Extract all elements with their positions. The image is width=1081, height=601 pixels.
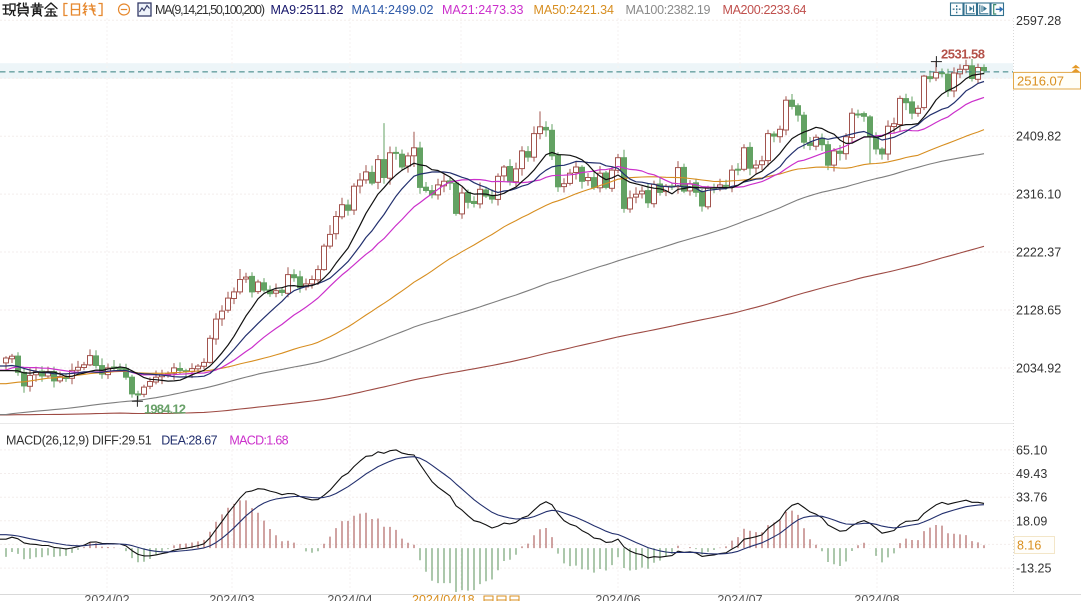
svg-text:2024/03: 2024/03 <box>209 593 254 601</box>
svg-text:MA21:2473.33: MA21:2473.33 <box>442 3 524 17</box>
svg-text:MA100:2382.19: MA100:2382.19 <box>626 3 711 17</box>
svg-text:18.09: 18.09 <box>1016 514 1047 528</box>
svg-text:MACD:1.68: MACD:1.68 <box>229 434 288 448</box>
svg-text:DEA:28.67: DEA:28.67 <box>161 434 217 448</box>
svg-text:2597.28: 2597.28 <box>1016 14 1061 28</box>
svg-text:2024/02: 2024/02 <box>84 593 129 601</box>
svg-text:2316.10: 2316.10 <box>1016 188 1061 202</box>
svg-text:33.76: 33.76 <box>1016 491 1047 505</box>
svg-text:MACD(26,12,9) DIFF:29.51: MACD(26,12,9) DIFF:29.51 <box>6 434 152 448</box>
svg-text:2024/06: 2024/06 <box>595 593 640 601</box>
svg-text:1984.12: 1984.12 <box>144 402 186 417</box>
svg-text:2034.92: 2034.92 <box>1016 362 1061 376</box>
svg-text:2516.07: 2516.07 <box>1017 74 1064 89</box>
svg-text:49.43: 49.43 <box>1016 467 1047 481</box>
svg-text:MA(9,14,21,50,100,200): MA(9,14,21,50,100,200) <box>155 3 265 17</box>
svg-text:MA200:2233.64: MA200:2233.64 <box>723 3 807 17</box>
svg-text:2024/08: 2024/08 <box>854 593 899 601</box>
svg-text:2409.82: 2409.82 <box>1016 130 1061 144</box>
svg-text:-13.25: -13.25 <box>1016 562 1051 576</box>
svg-text:2024/04/18: 2024/04/18 <box>412 593 475 601</box>
svg-text:2222.37: 2222.37 <box>1016 246 1061 260</box>
svg-text:MA14:2499.02: MA14:2499.02 <box>352 3 434 17</box>
svg-text:8.16: 8.16 <box>1017 539 1041 553</box>
svg-text:2024/04: 2024/04 <box>327 593 372 601</box>
svg-text:65.10: 65.10 <box>1016 443 1047 457</box>
svg-text:MA50:2421.34: MA50:2421.34 <box>534 3 615 17</box>
svg-text:MA9:2511.82: MA9:2511.82 <box>271 3 344 17</box>
svg-text:2128.65: 2128.65 <box>1016 304 1061 318</box>
svg-text:2531.58: 2531.58 <box>941 47 985 62</box>
svg-text:2024/07: 2024/07 <box>717 593 762 601</box>
